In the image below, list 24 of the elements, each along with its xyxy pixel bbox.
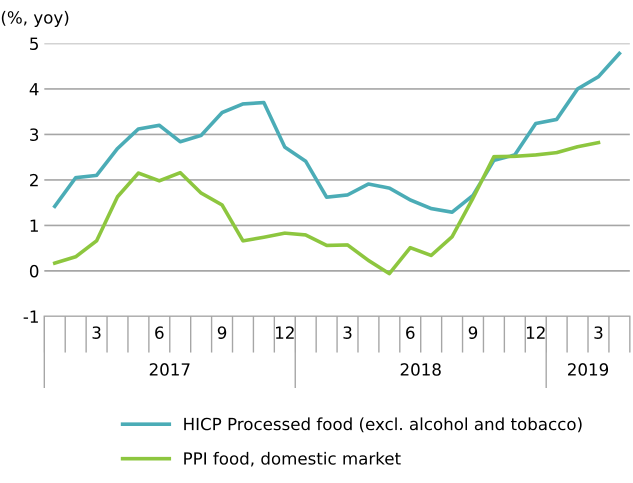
text: 2019: [568, 363, 608, 376]
y-tick-label: 2: [30, 174, 38, 186]
y-axis-title: (%, yoy): [2, 10, 68, 27]
text: 2018: [400, 363, 441, 376]
y-tick-label: 5: [30, 38, 38, 50]
legend-label: HICP Processed food (excl. alcohol and tobacco): [184, 417, 582, 432]
line-series: [52, 52, 622, 214]
x-tick-label: 12: [276, 326, 294, 339]
legend-label: PPI food, domestic market: [184, 452, 401, 466]
x-tick-label: 9: [468, 326, 478, 339]
y-tick-label: 1: [30, 220, 38, 232]
y-tick-label: 0: [30, 264, 38, 278]
text: 2017: [150, 363, 190, 376]
y-tick-label: -1: [24, 310, 38, 323]
x-tick-label: 3: [92, 326, 101, 339]
x-tick-label: 3: [343, 326, 352, 339]
x-tick-label: 6: [406, 326, 415, 339]
x-tick-label: 6: [155, 326, 164, 339]
x-tick-label: 9: [218, 326, 226, 339]
x-tick-label: 3: [594, 326, 602, 339]
x-tick-label: 12: [526, 326, 545, 339]
line-series: [52, 140, 600, 276]
y-tick-label: 3: [30, 128, 38, 142]
y-tick-label: 4: [30, 83, 39, 96]
